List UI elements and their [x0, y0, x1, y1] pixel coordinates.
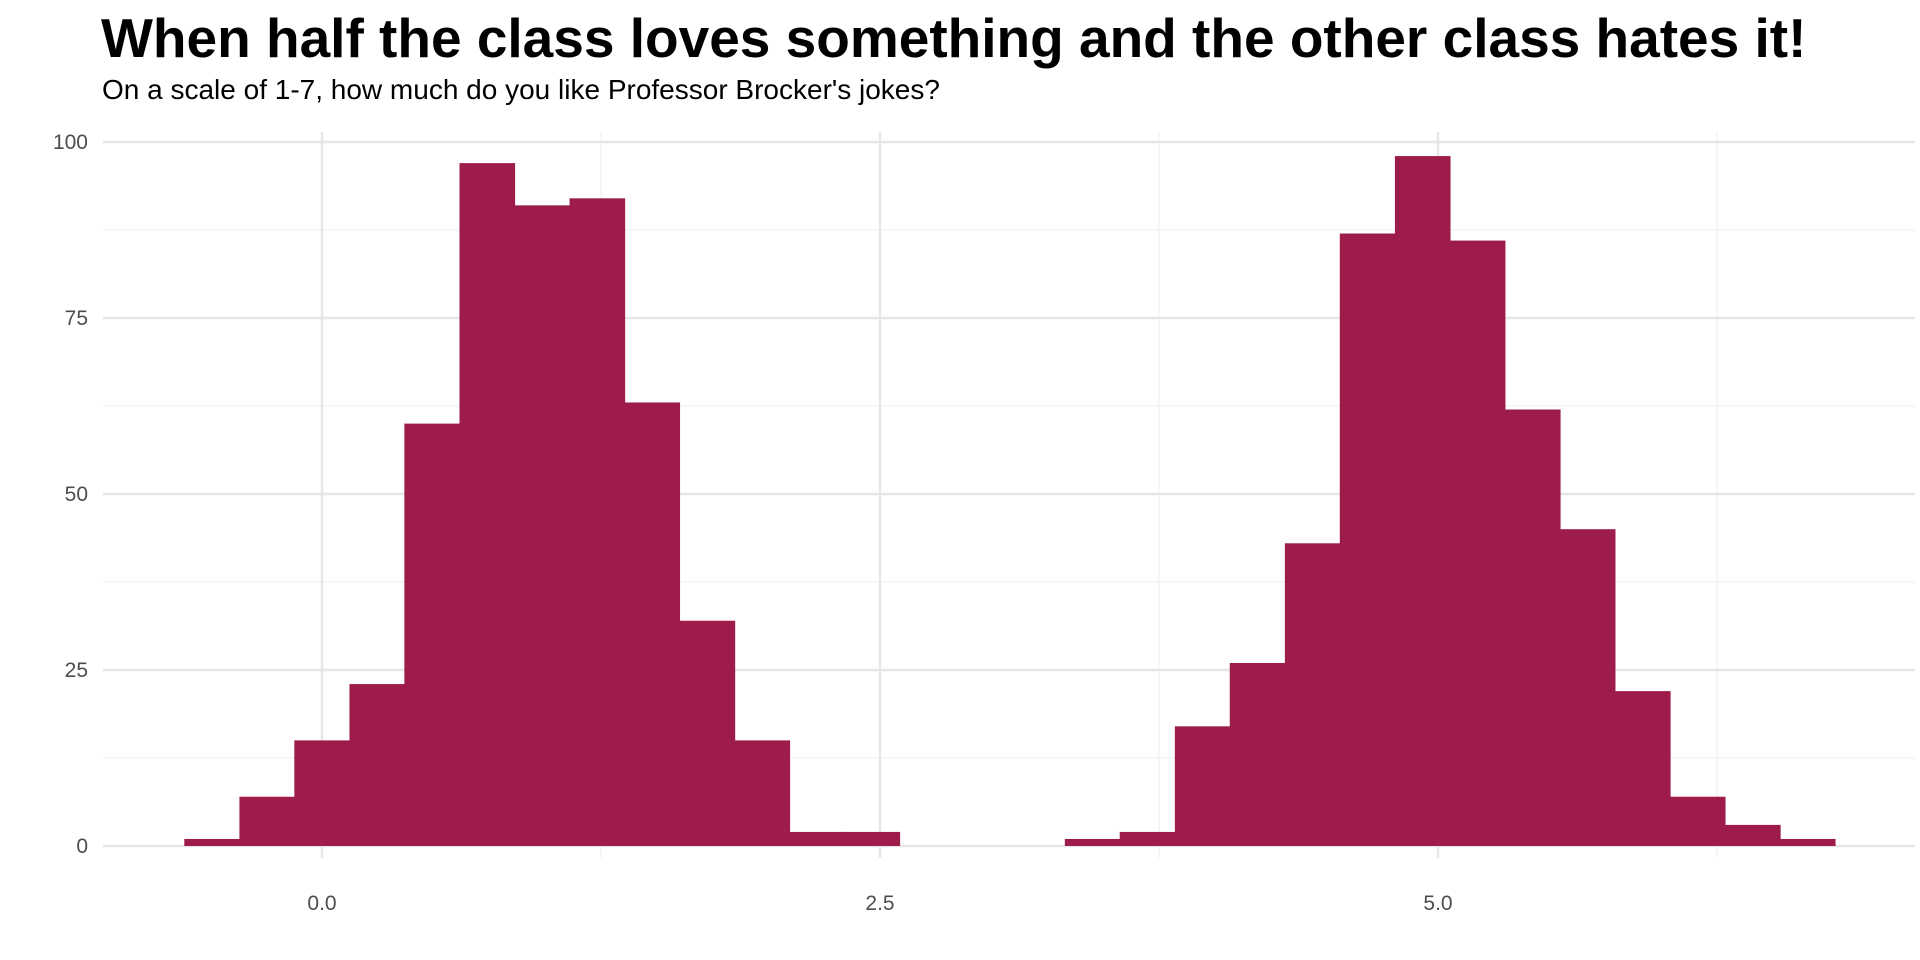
- histogram-bar: [789, 831, 846, 846]
- histogram-bar: [239, 796, 296, 846]
- histogram-bar: [404, 423, 460, 846]
- y-tick-label: 25: [65, 659, 88, 682]
- histogram-bar: [349, 684, 406, 846]
- histogram-bar: [514, 205, 571, 847]
- histogram-bar: [1669, 796, 1726, 846]
- y-tick-label: 0: [76, 835, 88, 858]
- histogram-bar: [844, 831, 901, 846]
- histogram-bar: [184, 838, 240, 846]
- chart-title: When half the class loves something and …: [101, 7, 1807, 69]
- histogram-bar: [679, 620, 736, 846]
- chart-subtitle: On a scale of 1-7, how much do you like …: [102, 74, 940, 105]
- histogram-bar: [1284, 543, 1341, 846]
- histogram-bar: [1339, 233, 1396, 846]
- histogram-bar: [1614, 691, 1671, 846]
- histogram-bar: [459, 163, 516, 846]
- histogram-bar: [294, 740, 350, 846]
- histogram-bar: [1559, 529, 1616, 846]
- x-tick-label: 2.5: [865, 892, 894, 915]
- histogram-bar: [1725, 824, 1781, 846]
- x-tick-label: 5.0: [1423, 892, 1452, 915]
- x-tick-label: 0.0: [307, 892, 336, 915]
- y-tick-label: 50: [65, 483, 88, 506]
- histogram-bar: [624, 402, 681, 846]
- histogram-bar: [1229, 662, 1286, 846]
- histogram-bar: [1064, 838, 1121, 846]
- histogram-bar: [1779, 838, 1836, 846]
- y-tick-label: 75: [65, 307, 88, 330]
- histogram-bar: [734, 740, 791, 846]
- histogram-bars: [184, 156, 1836, 847]
- histogram-bar: [569, 198, 626, 846]
- histogram-bar: [1394, 156, 1451, 846]
- x-axis-tick-labels: 0.0 2.5 5.0: [307, 892, 1452, 915]
- histogram-bar: [1174, 726, 1231, 846]
- histogram-bar: [1119, 831, 1176, 846]
- y-axis-tick-labels: 0 25 50 75 100: [53, 131, 88, 858]
- histogram-bar: [1504, 409, 1561, 846]
- histogram-bar: [1449, 240, 1506, 846]
- y-tick-label: 100: [53, 131, 88, 154]
